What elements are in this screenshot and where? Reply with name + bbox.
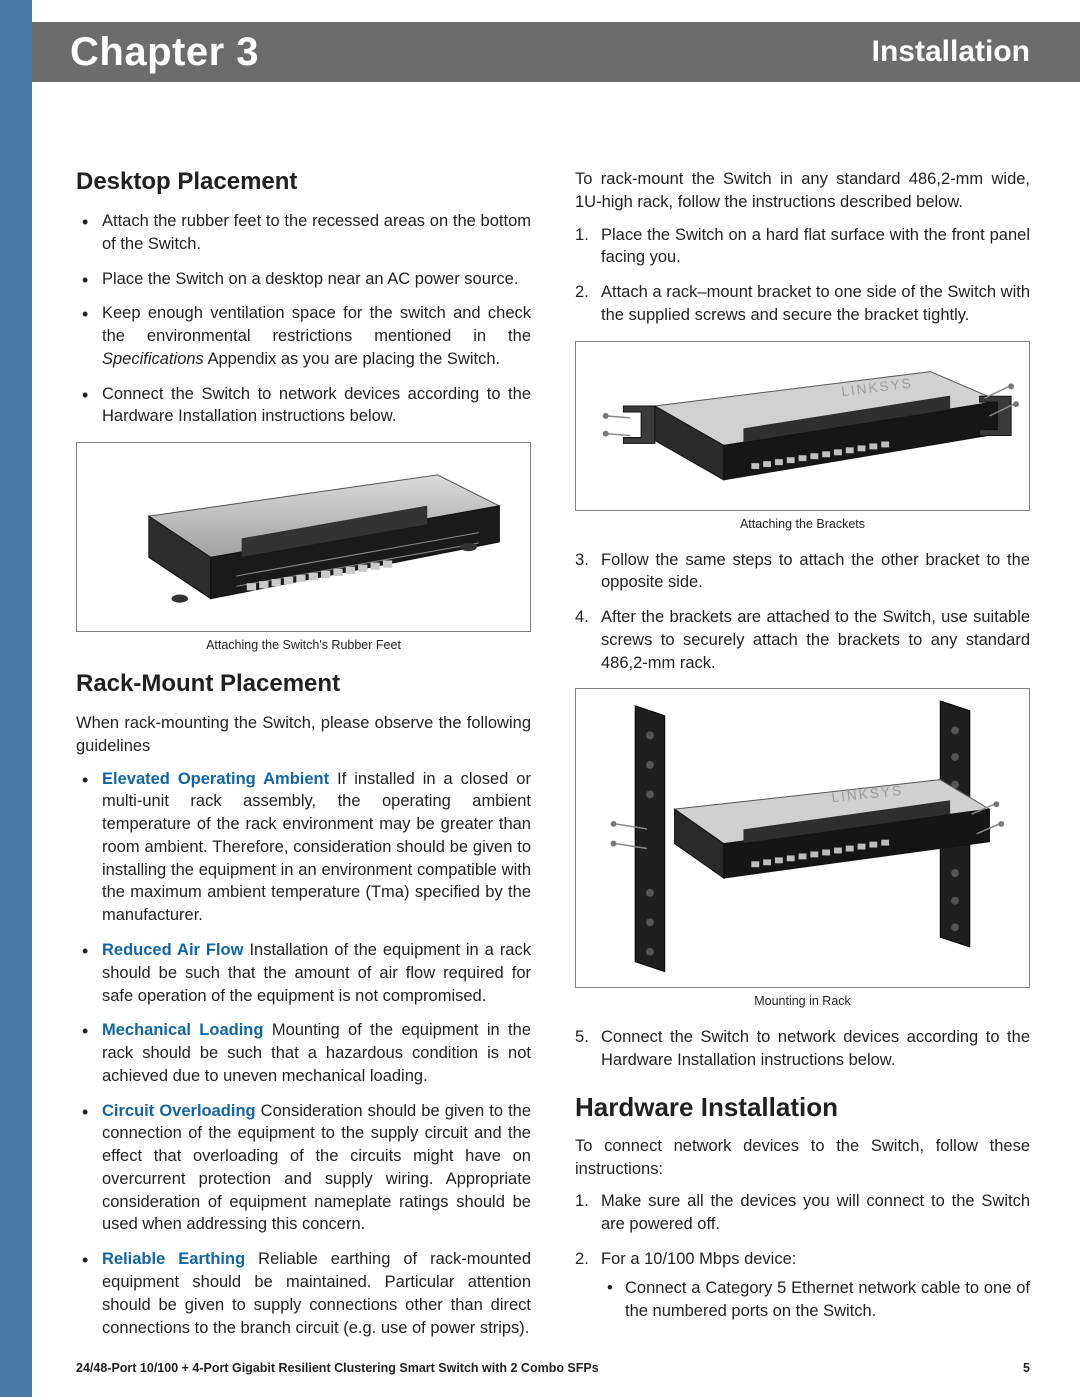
rack-intro-text: When rack-mounting the Switch, please ob… [76, 712, 531, 758]
figure-mounting-in-rack: LINKSYS [575, 688, 1030, 988]
list-item: Make sure all the devices you will conne… [575, 1190, 1030, 1236]
left-sidebar-stripe [0, 0, 32, 1397]
list-item: Follow the same steps to attach the othe… [575, 549, 1030, 595]
list-item: Elevated Operating Ambient If installed … [76, 768, 531, 927]
list-item: Keep enough ventilation space for the sw… [76, 302, 531, 370]
list-item: Reliable Earthing Reliable earthing of r… [76, 1248, 531, 1339]
rack-steps-b: Follow the same steps to attach the othe… [575, 549, 1030, 675]
figure-caption: Attaching the Brackets [575, 517, 1030, 531]
figure-caption: Attaching the Switch's Rubber Feet [76, 638, 531, 652]
rack-steps-c: Connect the Switch to network devices ac… [575, 1026, 1030, 1072]
list-item: Place the Switch on a desktop near an AC… [76, 268, 531, 291]
figure-caption: Mounting in Rack [575, 994, 1030, 1008]
list-item: Place the Switch on a hard flat surface … [575, 224, 1030, 270]
heading-rack-mount: Rack-Mount Placement [76, 670, 531, 698]
list-item: Attach the rubber feet to the recessed a… [76, 210, 531, 256]
page-footer: 24/48-Port 10/100 + 4-Port Gigabit Resil… [76, 1361, 1030, 1375]
list-item: Attach a rack–mount bracket to one side … [575, 281, 1030, 327]
list-item: Circuit Overloading Consideration should… [76, 1100, 531, 1237]
page-number: 5 [1023, 1361, 1030, 1375]
desktop-placement-list: Attach the rubber feet to the recessed a… [76, 210, 531, 428]
chapter-title: Chapter 3 [70, 30, 259, 75]
heading-desktop-placement: Desktop Placement [76, 168, 531, 196]
section-title: Installation [872, 35, 1030, 69]
list-item: Connect the Switch to network devices ac… [575, 1026, 1030, 1072]
switch-illustration-icon [87, 444, 520, 630]
hardware-substeps: Connect a Category 5 Ethernet network ca… [601, 1277, 1030, 1323]
heading-hardware-installation: Hardware Installation [575, 1092, 1030, 1123]
rack-guidelines-list: Elevated Operating Ambient If installed … [76, 768, 531, 1340]
left-column: Desktop Placement Attach the rubber feet… [76, 168, 531, 1353]
list-item: Reduced Air Flow Installation of the equ… [76, 939, 531, 1007]
rack-mount-intro: To rack-mount the Switch in any standard… [575, 168, 1030, 214]
list-item: For a 10/100 Mbps device: Connect a Cate… [575, 1248, 1030, 1322]
hardware-intro: To connect network devices to the Switch… [575, 1135, 1030, 1181]
content-columns: Desktop Placement Attach the rubber feet… [76, 168, 1030, 1353]
header-band: Chapter 3 Installation [32, 22, 1080, 82]
right-column: To rack-mount the Switch in any standard… [575, 168, 1030, 1353]
rack-steps-a: Place the Switch on a hard flat surface … [575, 224, 1030, 327]
brackets-illustration-icon: LINKSYS [586, 347, 1019, 504]
figure-rubber-feet [76, 442, 531, 632]
list-item: Connect a Category 5 Ethernet network ca… [601, 1277, 1030, 1323]
page: Chapter 3 Installation Desktop Placement… [0, 0, 1080, 1397]
footer-product-name: 24/48-Port 10/100 + 4-Port Gigabit Resil… [76, 1361, 599, 1375]
list-item: Mechanical Loading Mounting of the equip… [76, 1019, 531, 1087]
list-item: After the brackets are attached to the S… [575, 606, 1030, 674]
list-item: Connect the Switch to network devices ac… [76, 383, 531, 429]
hardware-steps: Make sure all the devices you will conne… [575, 1190, 1030, 1322]
rack-illustration-icon: LINKSYS [586, 696, 1019, 981]
figure-attaching-brackets: LINKSYS [575, 341, 1030, 511]
